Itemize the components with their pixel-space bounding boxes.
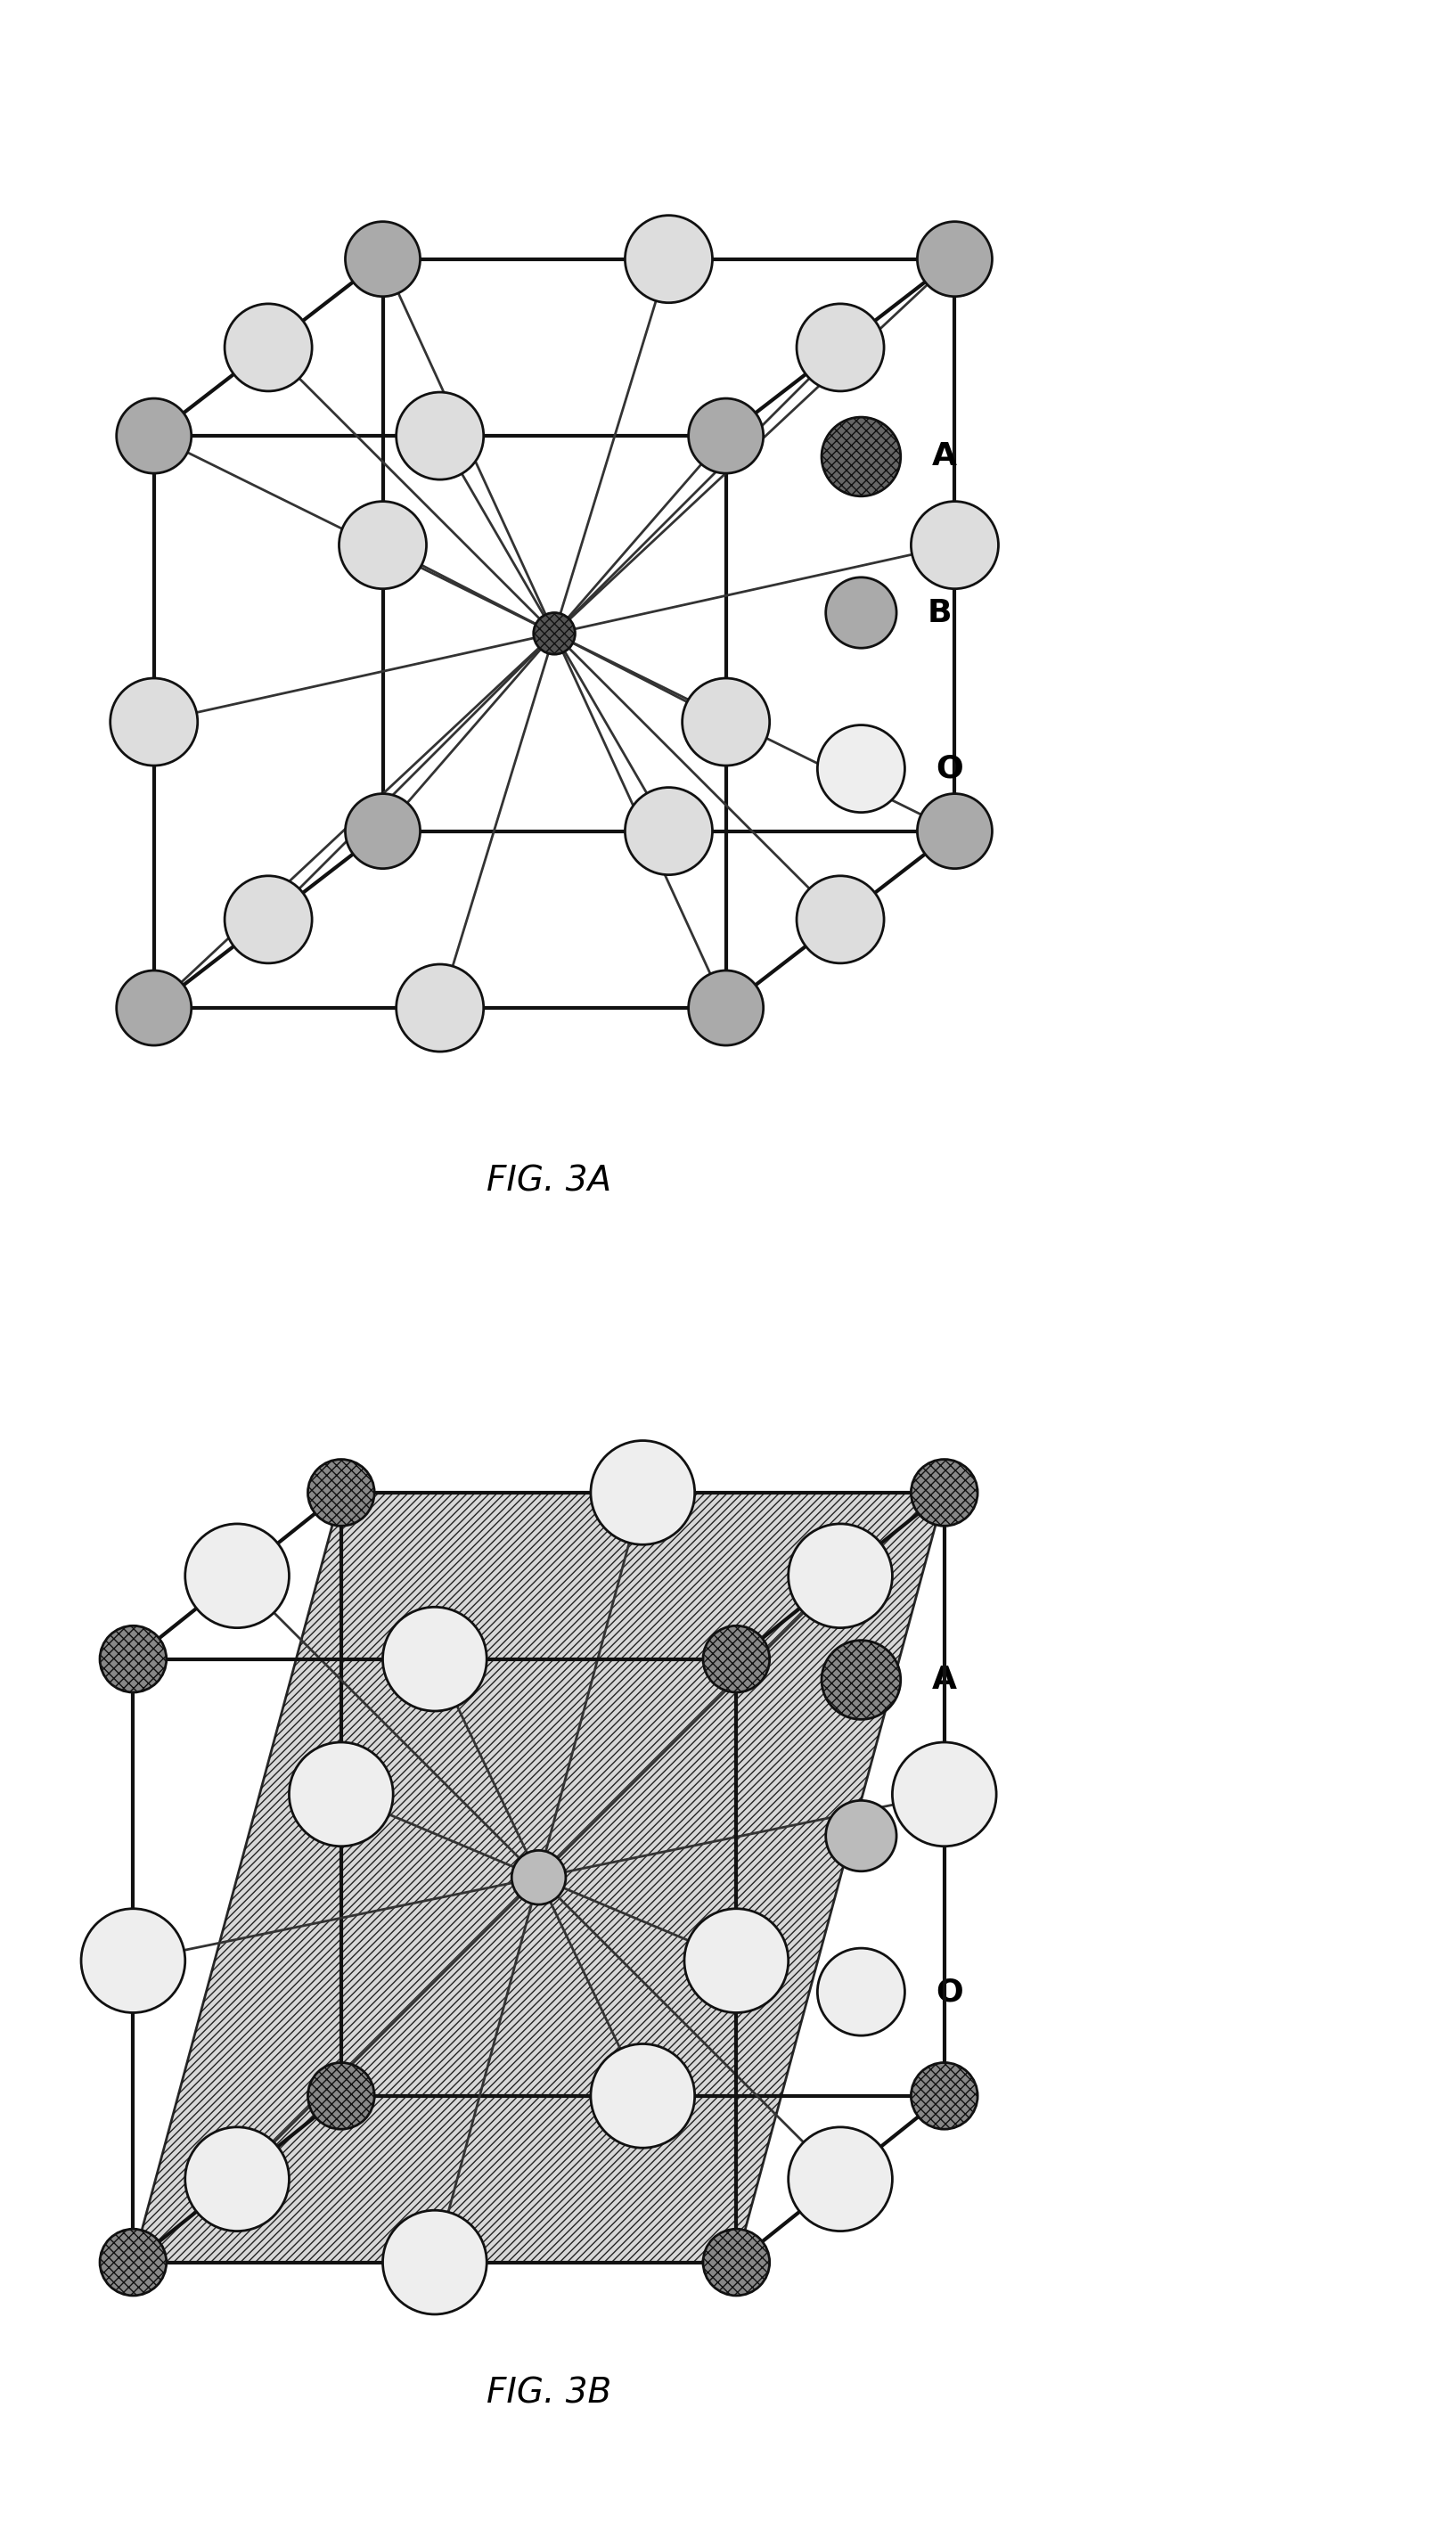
Circle shape <box>625 787 712 875</box>
Circle shape <box>911 1460 977 1526</box>
Circle shape <box>116 398 191 474</box>
Circle shape <box>185 1523 290 1627</box>
Circle shape <box>185 2126 290 2232</box>
Circle shape <box>796 875 884 963</box>
Circle shape <box>396 393 483 479</box>
Circle shape <box>703 2229 770 2295</box>
Circle shape <box>533 613 575 653</box>
Circle shape <box>821 1639 901 1720</box>
Circle shape <box>826 1801 897 1871</box>
Circle shape <box>826 578 897 648</box>
Circle shape <box>396 963 483 1052</box>
Circle shape <box>917 794 992 868</box>
Circle shape <box>345 222 421 298</box>
Circle shape <box>817 1947 904 2035</box>
Text: FIG. 3B: FIG. 3B <box>486 2376 612 2411</box>
Text: A: A <box>932 441 957 472</box>
Circle shape <box>100 1627 166 1692</box>
Circle shape <box>82 1909 185 2013</box>
Text: O: O <box>936 754 964 784</box>
Circle shape <box>893 1743 996 1846</box>
Text: O: O <box>936 1977 964 2008</box>
Circle shape <box>224 303 312 391</box>
Circle shape <box>116 971 191 1047</box>
Circle shape <box>788 1523 893 1627</box>
Circle shape <box>684 1909 788 2013</box>
Circle shape <box>788 2126 893 2232</box>
Circle shape <box>821 416 901 497</box>
Circle shape <box>290 1743 393 1846</box>
Circle shape <box>591 2043 695 2149</box>
Circle shape <box>339 502 427 588</box>
Circle shape <box>683 678 770 767</box>
Circle shape <box>911 502 999 588</box>
Circle shape <box>383 1607 486 1710</box>
Circle shape <box>224 875 312 963</box>
Circle shape <box>307 1460 374 1526</box>
Circle shape <box>100 2229 166 2295</box>
Circle shape <box>703 1627 770 1692</box>
Circle shape <box>111 678 198 767</box>
Text: FIG. 3A: FIG. 3A <box>486 1165 612 1198</box>
Circle shape <box>625 214 712 303</box>
Text: B: B <box>927 1821 952 1851</box>
Circle shape <box>689 398 763 474</box>
Text: A: A <box>932 1665 957 1695</box>
Circle shape <box>511 1851 566 1904</box>
Circle shape <box>383 2209 486 2315</box>
Circle shape <box>817 724 904 812</box>
Circle shape <box>796 303 884 391</box>
Circle shape <box>345 794 421 868</box>
Circle shape <box>911 2063 977 2129</box>
Text: B: B <box>927 598 952 628</box>
Polygon shape <box>132 1493 945 2262</box>
Circle shape <box>689 971 763 1047</box>
Circle shape <box>307 2063 374 2129</box>
Circle shape <box>917 222 992 298</box>
Circle shape <box>591 1440 695 1543</box>
